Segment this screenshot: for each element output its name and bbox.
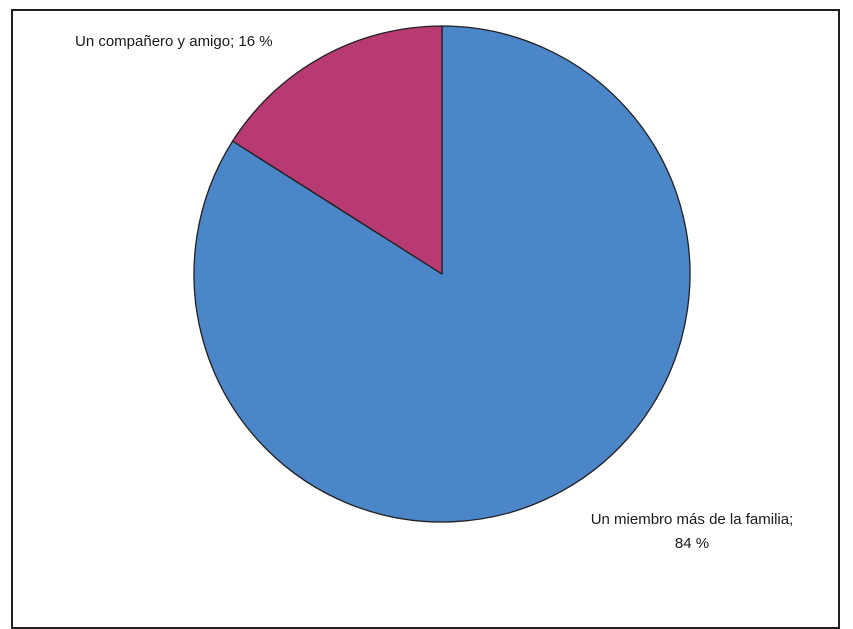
- slice-label-family: Un miembro más de la familia;: [591, 511, 794, 528]
- slice-label-companion: Un compañero y amigo; 16 %: [75, 33, 273, 50]
- pie-slices: [193, 25, 691, 523]
- slice-value-family: 84 %: [675, 535, 709, 552]
- pie-slice-companion: [231, 25, 443, 275]
- pie-chart: Un compañero y amigo; 16 % Un miembro má…: [75, 25, 794, 552]
